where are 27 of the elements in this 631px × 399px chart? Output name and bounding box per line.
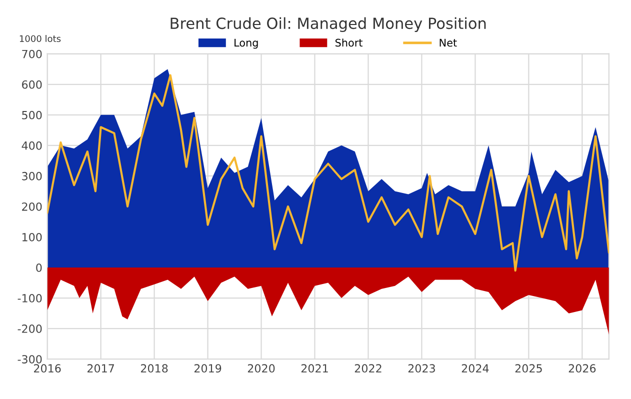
x-tick-label: 2022 xyxy=(354,364,382,373)
y-tick-label: 200 xyxy=(22,202,42,211)
y-tick-label: 0 xyxy=(36,264,42,272)
y-tick-label: 300 xyxy=(22,172,42,180)
y-tick-label: 500 xyxy=(22,110,42,120)
y-tick-label: -300 xyxy=(18,355,42,364)
y-tick-label: 600 xyxy=(22,80,42,89)
y-tick-label: 700 xyxy=(22,50,42,58)
x-tick-label: 2024 xyxy=(462,364,489,373)
x-tick-label: 2021 xyxy=(301,364,328,373)
legend-label: Net xyxy=(440,38,457,47)
x-tick-label: 2016 xyxy=(34,364,61,373)
y-tick-label: 100 xyxy=(22,232,42,242)
x-tick-label: 2018 xyxy=(140,364,168,373)
y-axis-title: 1000 lots xyxy=(20,35,61,42)
x-tick-label: 2026 xyxy=(568,364,596,373)
y-tick-label: -100 xyxy=(18,294,42,302)
chart-title: Brent Crude Oil: Managed Money Position xyxy=(170,17,486,32)
x-tick-label: 2020 xyxy=(248,364,275,373)
legend-label: Short xyxy=(335,38,362,47)
x-tick-label: 2025 xyxy=(515,364,542,373)
x-tick-label: 2017 xyxy=(87,364,114,373)
y-tick-label: -200 xyxy=(18,324,42,333)
legend-label: Long xyxy=(234,38,258,49)
y-tick-label: 400 xyxy=(22,141,42,150)
x-tick-label: 2023 xyxy=(408,364,435,373)
x-tick-label: 2019 xyxy=(194,364,222,373)
